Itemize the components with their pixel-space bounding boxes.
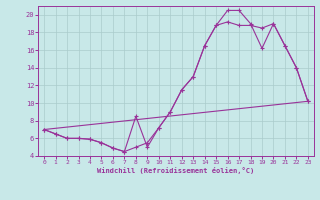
X-axis label: Windchill (Refroidissement éolien,°C): Windchill (Refroidissement éolien,°C) [97, 167, 255, 174]
